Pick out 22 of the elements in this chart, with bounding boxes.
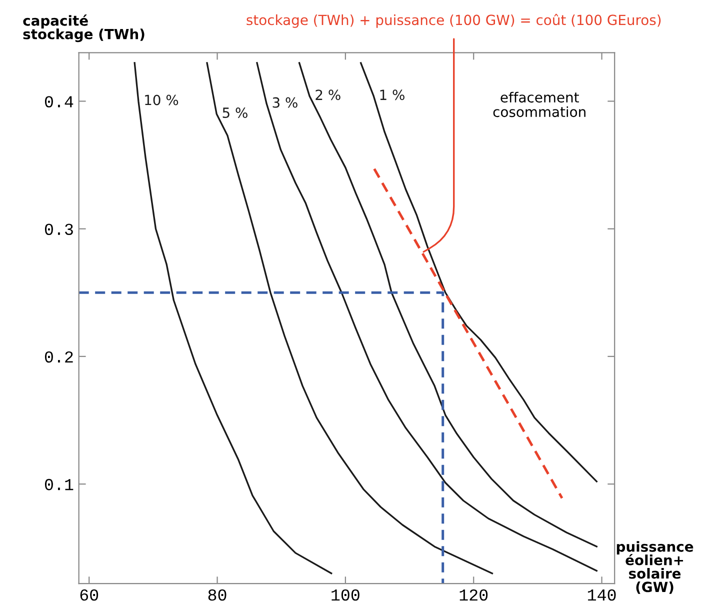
y-axis-title: capacité stockage (TWh) bbox=[23, 14, 144, 42]
x-tick-label: 100 bbox=[332, 589, 360, 601]
series-label: 3 % bbox=[272, 97, 298, 108]
x-tick-label: 140 bbox=[588, 589, 616, 601]
series-label: 1 % bbox=[380, 90, 404, 100]
series-label: 5 % bbox=[222, 107, 248, 118]
x-axis-title: puissance éolien+ solaire (GW) bbox=[616, 541, 694, 594]
annotation: stockage (TWh) + puissance (100 GW) = coût (100 GEuros) bbox=[246, 14, 661, 28]
line-series bbox=[298, 62, 598, 548]
series-label: 2 % bbox=[316, 90, 340, 100]
line-series bbox=[206, 62, 494, 574]
series-label: 10 % bbox=[145, 94, 178, 106]
y-tick-label: 0.3 bbox=[44, 224, 73, 236]
line-series bbox=[256, 62, 598, 572]
x-tick-label: 120 bbox=[460, 589, 488, 601]
x-tick-label: 80 bbox=[208, 589, 226, 601]
y-tick-label: 0.4 bbox=[44, 96, 74, 108]
line-series bbox=[360, 62, 598, 482]
y-tick-label: 0.1 bbox=[44, 478, 74, 490]
x-tick-label: 60 bbox=[80, 589, 98, 601]
annotation: effacement cosommation bbox=[493, 92, 586, 118]
y-tick-label: 0.2 bbox=[44, 351, 73, 363]
